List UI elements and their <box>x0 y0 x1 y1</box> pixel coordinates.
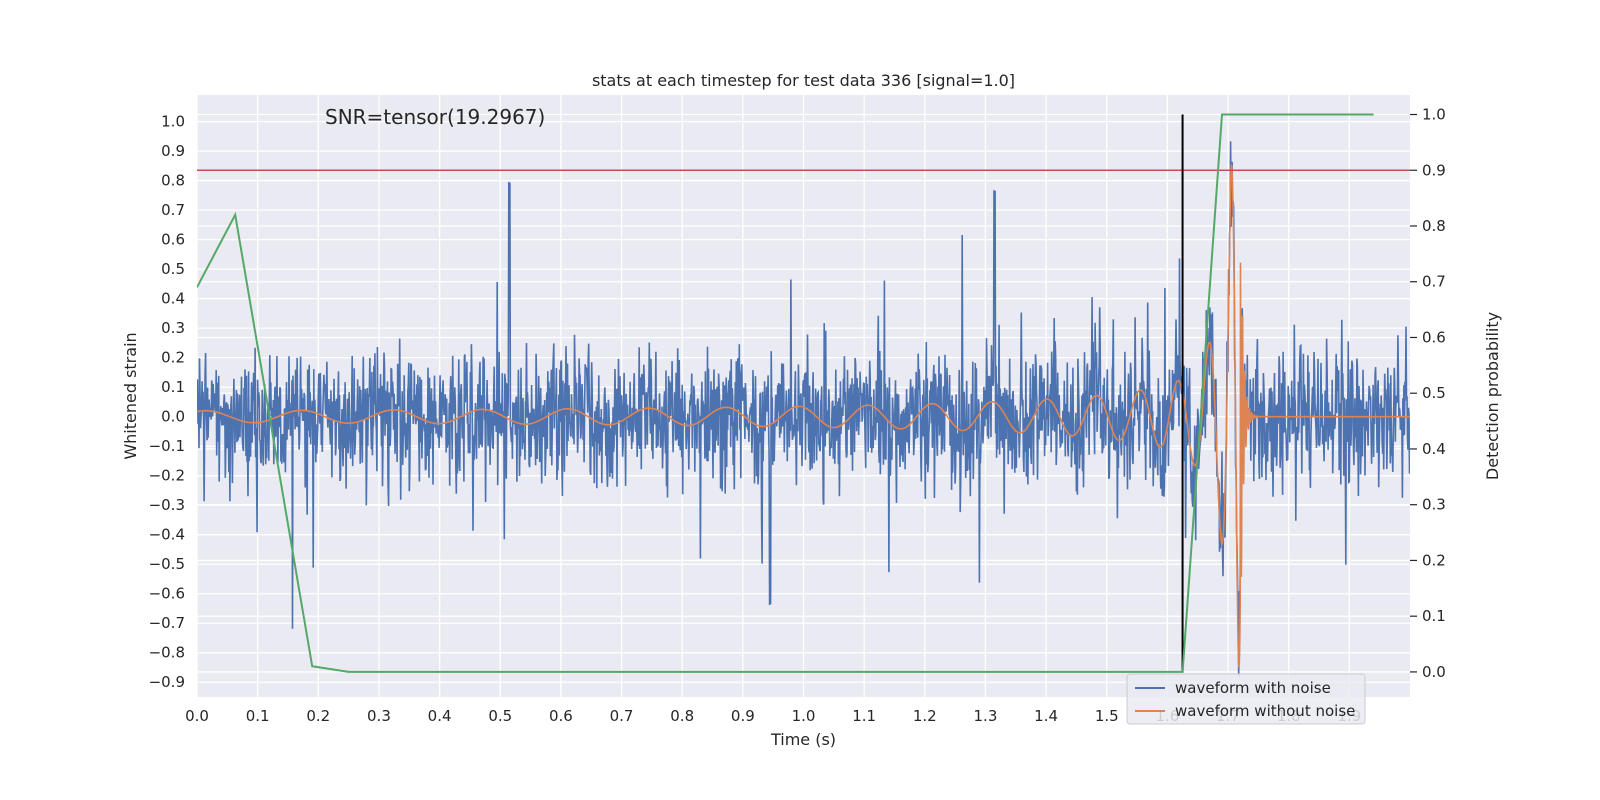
x-tick-label: 0.8 <box>670 707 694 725</box>
y-tick-label: −0.5 <box>149 555 185 573</box>
chart-title: stats at each timestep for test data 336… <box>592 71 1015 90</box>
x-tick-label: 0.3 <box>367 707 391 725</box>
y-tick-label: −0.6 <box>149 585 185 603</box>
series-detection-probability <box>197 113 1374 673</box>
y-axis-ticks: −0.9 −0.8 −0.7 −0.6 −0.5 −0.4 −0.3 −0.2 −0.1 0.0 0… <box>149 113 185 692</box>
y2-tick-label: 0.3 <box>1422 496 1446 514</box>
y-tick-label: 0.5 <box>161 260 185 278</box>
y-tick-label: 0.9 <box>161 142 185 160</box>
y-tick-label: −0.9 <box>149 673 185 691</box>
y2-tick-label: 0.0 <box>1422 663 1446 681</box>
legend-box <box>1126 673 1366 725</box>
x-tick-label: 1.4 <box>1034 707 1058 725</box>
y-axis-label: Whitened strain <box>121 332 140 459</box>
y-tick-label: 0.6 <box>161 231 185 249</box>
x-tick-label: 1.5 <box>1095 707 1119 725</box>
y-tick-label: −0.8 <box>149 644 185 662</box>
x-tick-label: 0.2 <box>306 707 330 725</box>
x-tick-label: 1.2 <box>913 707 937 725</box>
y2-tick-label: 1.0 <box>1422 106 1446 124</box>
y2-axis-ticks: 0.0 0.1 0.2 0.3 0.4 0.5 0.6 0.7 0.8 0.9 1.0 <box>1410 106 1446 681</box>
y-tick-label: 0.4 <box>161 290 185 308</box>
y-tick-label: 0.8 <box>161 172 185 190</box>
legend-entry-clean: waveform without noise <box>1175 702 1355 720</box>
x-tick-label: 1.0 <box>792 707 816 725</box>
y-tick-label: −0.2 <box>149 467 185 485</box>
plot-area <box>197 113 1410 677</box>
legend: waveform with noise waveform without noi… <box>1126 673 1366 725</box>
y-tick-label: 0.2 <box>161 349 185 367</box>
x-tick-label: 0.0 <box>185 707 209 725</box>
x-tick-label: 0.6 <box>549 707 573 725</box>
y2-tick-label: 0.5 <box>1422 384 1446 402</box>
x-tick-label: 0.1 <box>246 707 270 725</box>
y-tick-label: 0.0 <box>161 408 185 426</box>
y2-tick-label: 0.4 <box>1422 440 1446 458</box>
y-tick-label: −0.1 <box>149 437 185 455</box>
y2-tick-label: 0.6 <box>1422 328 1446 346</box>
x-tick-label: 1.3 <box>974 707 998 725</box>
y-tick-label: 1.0 <box>161 113 185 131</box>
y2-tick-label: 0.2 <box>1422 551 1446 569</box>
x-tick-label: 0.5 <box>488 707 512 725</box>
x-tick-label: 1.1 <box>852 707 876 725</box>
y2-axis-label: Detection probability <box>1483 312 1502 480</box>
snr-annotation: SNR=tensor(19.2967) <box>325 105 545 129</box>
y-tick-label: 0.1 <box>161 378 185 396</box>
y2-tick-label: 0.8 <box>1422 217 1446 235</box>
x-axis-label: Time (s) <box>770 730 836 749</box>
y-tick-label: 0.3 <box>161 319 185 337</box>
legend-entry-noise: waveform with noise <box>1175 679 1331 697</box>
y-tick-label: 0.7 <box>161 201 185 219</box>
y2-tick-label: 0.7 <box>1422 273 1446 291</box>
x-tick-label: 0.7 <box>610 707 634 725</box>
y-tick-label: −0.7 <box>149 614 185 632</box>
series-waveform-without-noise <box>197 162 1410 668</box>
y2-tick-label: 0.1 <box>1422 607 1446 625</box>
series-waveform-with-noise <box>197 141 1410 677</box>
y2-tick-label: 0.9 <box>1422 161 1446 179</box>
y-tick-label: −0.4 <box>149 526 185 544</box>
x-tick-label: 0.9 <box>731 707 755 725</box>
x-tick-label: 0.4 <box>428 707 452 725</box>
y-tick-label: −0.3 <box>149 496 185 514</box>
